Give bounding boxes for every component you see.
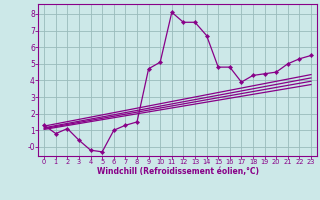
X-axis label: Windchill (Refroidissement éolien,°C): Windchill (Refroidissement éolien,°C): [97, 167, 259, 176]
